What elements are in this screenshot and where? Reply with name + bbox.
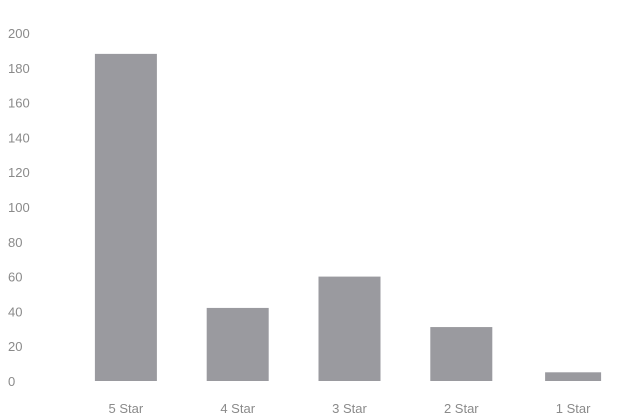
bar-1-star bbox=[545, 372, 602, 381]
y-tick-label: 80 bbox=[8, 235, 22, 250]
y-axis-ticks: 0 20 40 60 80 100 120 140 160 180 200 bbox=[8, 26, 30, 389]
x-category-label: 2 Star bbox=[444, 401, 479, 416]
bar-3-star bbox=[318, 276, 381, 381]
y-tick-label: 0 bbox=[8, 374, 15, 389]
bars bbox=[94, 53, 602, 381]
y-tick-label: 160 bbox=[8, 96, 30, 111]
y-tick-label: 40 bbox=[8, 304, 22, 319]
x-category-label: 1 Star bbox=[556, 401, 591, 416]
x-category-label: 3 Star bbox=[332, 401, 367, 416]
y-tick-label: 180 bbox=[8, 61, 30, 76]
x-category-label: 5 Star bbox=[109, 401, 144, 416]
y-tick-label: 200 bbox=[8, 26, 30, 41]
y-tick-label: 60 bbox=[8, 270, 22, 285]
y-tick-label: 120 bbox=[8, 165, 30, 180]
y-tick-label: 100 bbox=[8, 200, 30, 215]
bar-4-star bbox=[206, 307, 269, 381]
y-tick-label: 140 bbox=[8, 130, 30, 145]
bar-2-star bbox=[430, 327, 493, 381]
x-category-label: 4 Star bbox=[220, 401, 255, 416]
x-axis-labels: 5 Star 4 Star 3 Star 2 Star 1 Star bbox=[109, 401, 592, 416]
y-tick-label: 20 bbox=[8, 339, 22, 354]
bar-5-star bbox=[94, 53, 157, 381]
